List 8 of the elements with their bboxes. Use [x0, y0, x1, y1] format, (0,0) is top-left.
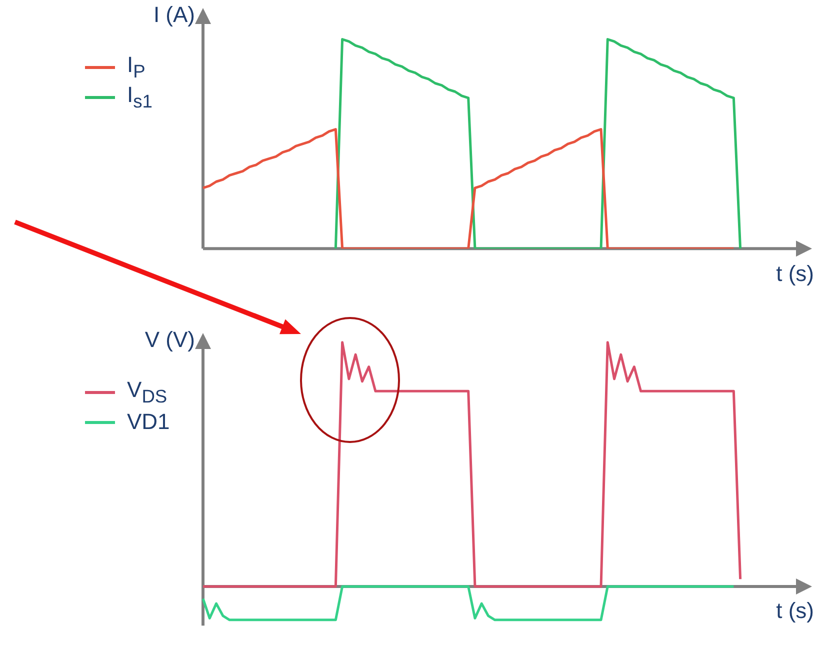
legend-label: VD1 [127, 409, 170, 435]
x-axis-title: t (s) [776, 598, 814, 624]
legend-label: V$_{DS}$ [127, 376, 168, 408]
y-axis-title: I (A) [153, 2, 195, 28]
legend-label: I$_{P}$ [127, 52, 146, 82]
legend-label: I$_{s1}$ [127, 82, 152, 112]
y-axis-title: V (V) [144, 327, 195, 353]
x-axis-title: t (s) [776, 260, 814, 287]
